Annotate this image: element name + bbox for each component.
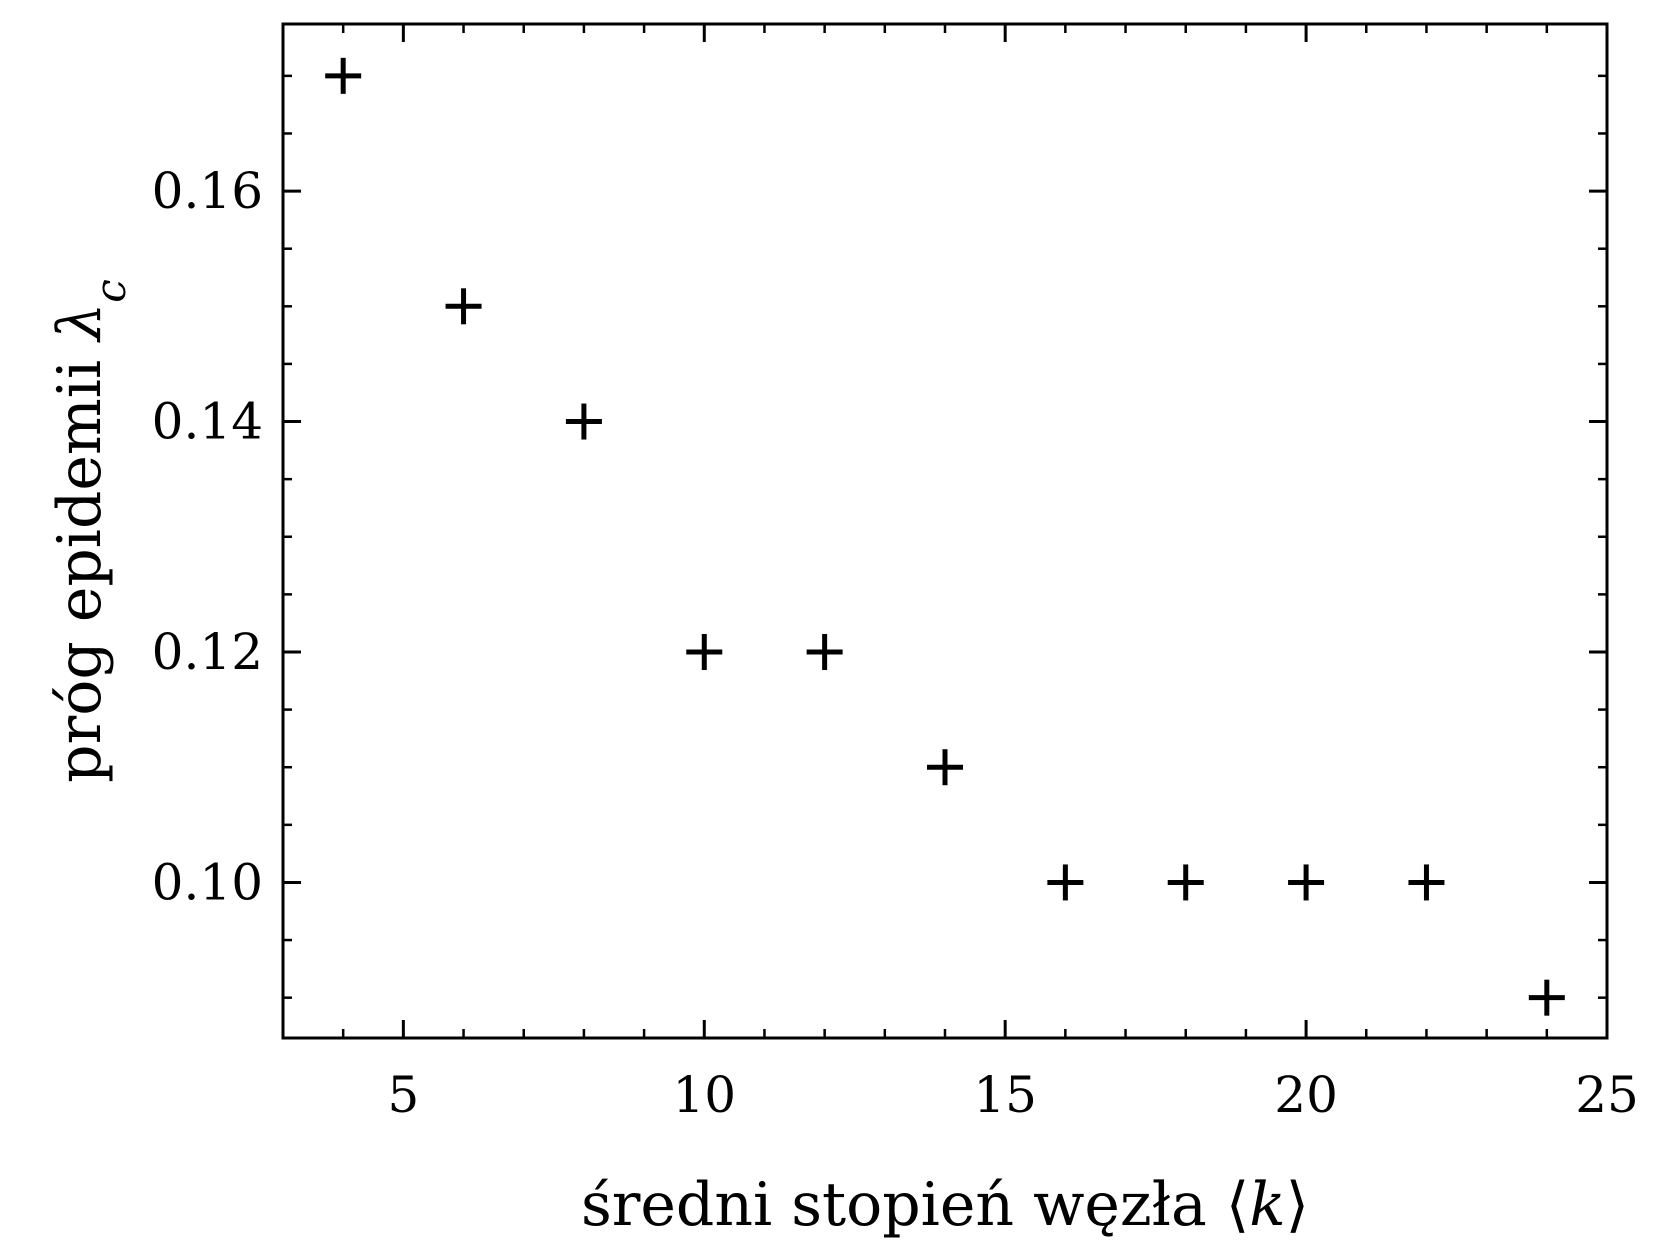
x-tick-label: 15 xyxy=(973,1066,1037,1124)
x-axis-label-text: średni stopień węzła xyxy=(581,1170,1207,1240)
data-points xyxy=(325,57,1565,1016)
data-point xyxy=(445,288,482,325)
y-axis-label: próg epidemii λc xyxy=(45,279,135,783)
data-point xyxy=(806,633,843,670)
data-point xyxy=(325,57,362,94)
data-point xyxy=(1288,864,1325,901)
y-axis-label-sub: c xyxy=(86,279,135,303)
data-point xyxy=(1167,864,1204,901)
x-tick-label: 10 xyxy=(672,1066,736,1124)
y-axis-label-text: próg epidemii xyxy=(45,360,115,783)
x-tick-label: 25 xyxy=(1575,1066,1639,1124)
x-axis-label: średni stopień węzła ⟨k⟩ xyxy=(581,1170,1309,1240)
data-point xyxy=(1408,864,1445,901)
data-point xyxy=(565,403,602,440)
data-point xyxy=(686,633,723,670)
y-tick-label: 0.14 xyxy=(152,393,263,451)
data-point xyxy=(1528,979,1565,1016)
data-point xyxy=(927,749,963,786)
major-ticks xyxy=(283,24,1609,1038)
x-tick-label: 20 xyxy=(1274,1066,1338,1124)
plot-frame xyxy=(281,22,1609,1040)
x-tick-label: 5 xyxy=(387,1066,419,1124)
y-tick-label: 0.12 xyxy=(152,623,263,681)
y-tick-label: 0.10 xyxy=(152,853,263,911)
x-axis-label-close: ⟩ xyxy=(1286,1170,1309,1240)
y-tick-label: 0.16 xyxy=(152,162,263,220)
x-axis-label-open: ⟨ xyxy=(1226,1170,1249,1240)
y-axis-label-var: λ xyxy=(45,303,115,343)
tick-labels: 5 10 15 20 25 0.10 0.12 0.14 0.16 xyxy=(152,162,1639,1124)
minor-ticks xyxy=(281,24,1607,1038)
x-axis-label-var: k xyxy=(1249,1170,1285,1240)
data-point xyxy=(1047,864,1084,901)
